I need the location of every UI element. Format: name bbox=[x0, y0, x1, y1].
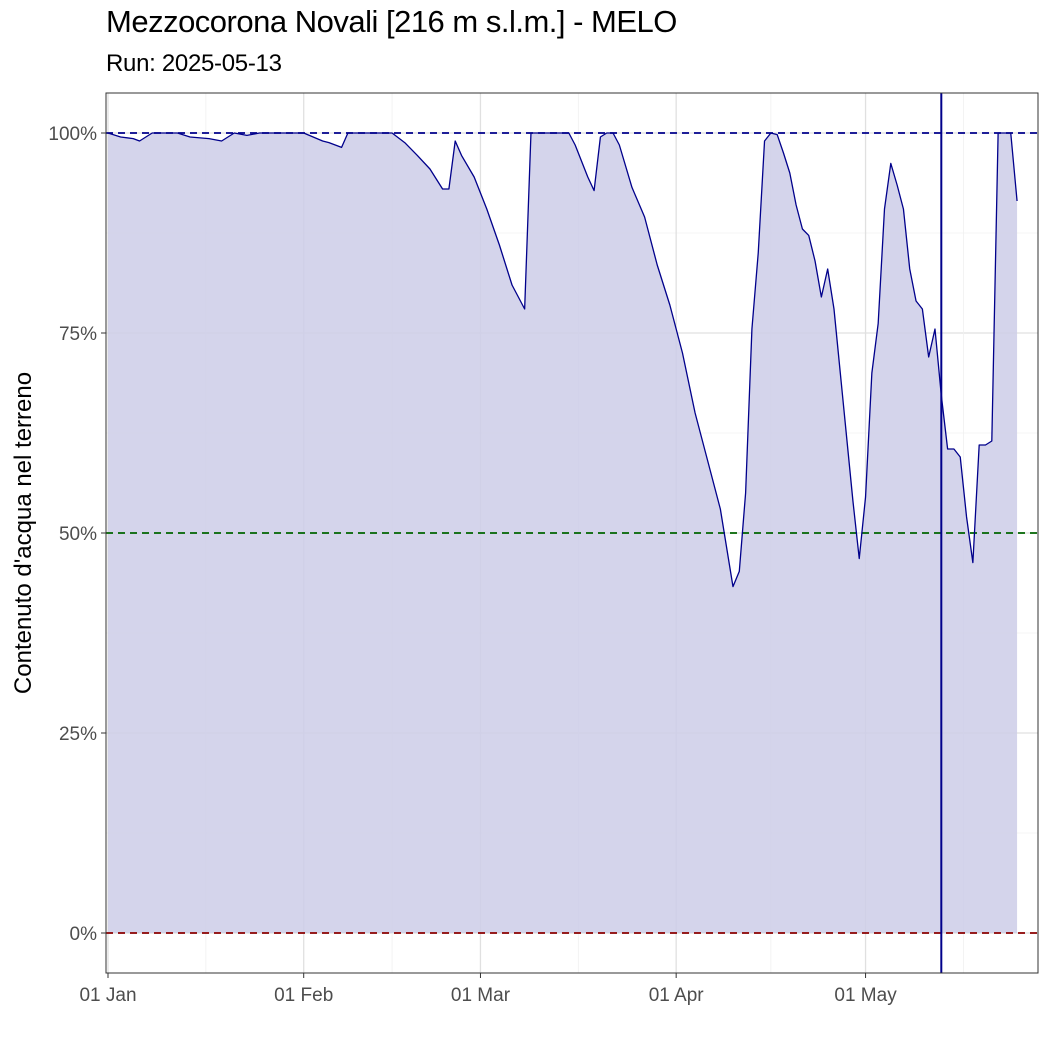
x-tick-label: 01 Jan bbox=[79, 985, 136, 1006]
soil-moisture-line bbox=[107, 132, 1018, 588]
x-tick-label: 01 Mar bbox=[451, 985, 511, 1006]
x-tick-label: 01 May bbox=[834, 985, 897, 1006]
y-tick-label: 75% bbox=[59, 324, 97, 345]
y-axis: 0% 25% 50% 75% 100% bbox=[48, 124, 106, 945]
y-axis-title: Contenuto d'acqua nel terreno bbox=[10, 372, 37, 694]
y-tick-label: 0% bbox=[70, 924, 98, 945]
y-tick-label: 100% bbox=[48, 124, 97, 145]
y-tick-label: 50% bbox=[59, 524, 97, 545]
x-tick-label: 01 Feb bbox=[274, 985, 333, 1006]
chart-title: Mezzocorona Novali [216 m s.l.m.] - MELO bbox=[106, 4, 677, 39]
x-axis: 01 Jan 01 Feb 01 Mar 01 Apr 01 May bbox=[79, 973, 897, 1006]
x-tick-label: 01 Apr bbox=[649, 985, 705, 1006]
y-tick-label: 25% bbox=[59, 724, 97, 745]
reference-lines bbox=[106, 93, 1038, 973]
series-line-layer bbox=[107, 132, 1018, 588]
chart-subtitle: Run: 2025-05-13 bbox=[106, 50, 282, 77]
